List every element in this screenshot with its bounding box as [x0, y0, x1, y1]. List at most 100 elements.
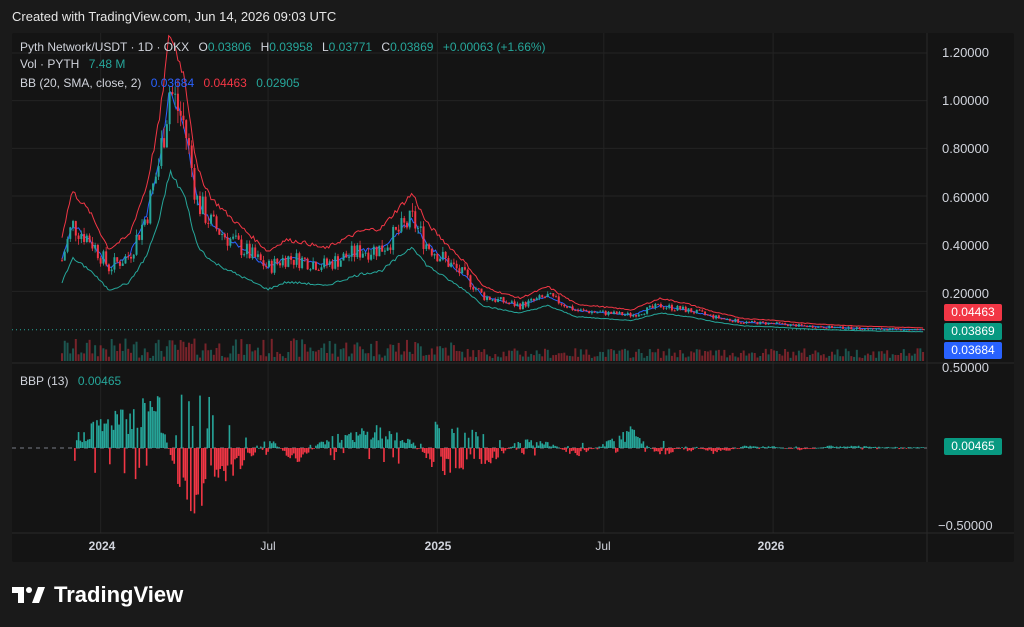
bbp-bar: [473, 448, 475, 459]
volume-bar: [748, 353, 751, 361]
volume-bar: [855, 349, 858, 361]
volume-bar: [441, 348, 444, 361]
change-value: +0.00063 (+1.66%): [442, 40, 546, 54]
volume-bar: [864, 355, 867, 361]
volume-bar: [290, 340, 293, 361]
candle-body: [386, 247, 389, 251]
candle-body: [726, 318, 729, 320]
bbp-bar: [414, 445, 417, 448]
volume-bar: [331, 353, 334, 361]
x-tick-2024: 2024: [88, 539, 116, 553]
bbp-bar: [653, 448, 656, 452]
volume-bar: [116, 350, 119, 361]
candle-body: [132, 254, 135, 259]
bbp-bar: [331, 436, 334, 448]
volume-bar: [839, 356, 842, 361]
bbp-bar: [467, 437, 470, 448]
candle-body: [102, 251, 105, 264]
candle-body: [408, 210, 411, 228]
bbp-bar: [751, 446, 753, 448]
volume-bar: [621, 349, 624, 361]
bbp-bar: [648, 447, 650, 448]
volume-label[interactable]: Vol · PYTH: [20, 57, 80, 71]
volume-bar: [519, 354, 522, 361]
candle-body: [555, 296, 558, 298]
volume-bar: [317, 349, 320, 361]
bbp-bar: [848, 446, 851, 448]
bbp-bar: [760, 447, 762, 449]
bbp-bar: [690, 448, 693, 452]
volume-bar: [695, 349, 698, 361]
bbp-bar: [136, 427, 139, 448]
volume-bar: [168, 340, 171, 361]
bb-label[interactable]: BB (20, SMA, close, 2): [20, 76, 142, 90]
bbp-bar: [602, 444, 604, 448]
candle-body: [480, 288, 483, 293]
bbp-bar: [189, 448, 192, 512]
bbp-bar: [488, 448, 490, 463]
bbp-bar: [362, 430, 365, 448]
bbp-bar: [228, 425, 231, 448]
bbp-bar: [276, 446, 279, 448]
volume-bar: [635, 351, 638, 361]
bbp-label[interactable]: BBP (13): [20, 374, 69, 388]
volume-bar: [237, 353, 240, 361]
bbp-tick: −0.50000: [938, 518, 993, 533]
volume-bar: [739, 352, 742, 361]
bbp-bar: [335, 448, 337, 453]
volume-bar: [577, 356, 580, 361]
bbp-bar: [587, 448, 590, 451]
volume-bar: [267, 353, 270, 361]
volume-bar: [325, 352, 328, 361]
bbp-bar: [808, 448, 810, 449]
bbp-bar: [156, 396, 159, 448]
candle-body: [624, 314, 627, 316]
volume-bar: [381, 357, 384, 361]
volume-bar: [265, 356, 268, 361]
bbp-bar: [747, 446, 750, 448]
bbp-bar: [743, 445, 746, 448]
candle-body: [742, 322, 745, 324]
bbp-bar: [863, 446, 866, 448]
bbp-bar: [822, 447, 825, 448]
volume-bar: [615, 353, 618, 361]
bbp-bar: [230, 448, 233, 465]
volume-bar: [530, 353, 533, 361]
bbp-bar: [239, 448, 242, 470]
candle-body: [176, 93, 179, 111]
candle-body: [110, 269, 113, 272]
volume-bar: [610, 348, 613, 361]
bbp-bar: [291, 448, 293, 456]
bbp-bar: [418, 448, 420, 449]
bbp-bar: [782, 447, 785, 449]
candle-body: [74, 221, 77, 236]
candle-body: [138, 234, 141, 240]
bbp-bar: [149, 401, 152, 448]
bbp-bar: [370, 439, 372, 448]
bbp-bar: [469, 448, 472, 455]
chart-canvas[interactable]: [12, 33, 1014, 562]
volume-bar: [157, 339, 160, 361]
bbp-bar: [627, 431, 630, 448]
volume-bar: [811, 353, 814, 361]
symbol-label[interactable]: Pyth Network/USDT · 1D · OKX: [20, 40, 190, 54]
volume-bar: [77, 354, 80, 361]
candle-body: [693, 312, 696, 314]
candle-body: [135, 234, 138, 255]
candle-body: [593, 311, 596, 313]
bbp-bar: [357, 435, 360, 448]
bbp-bar: [121, 409, 124, 448]
candle-body: [861, 329, 864, 331]
volume-bar: [328, 341, 331, 361]
candle-body: [77, 235, 80, 239]
candle-body: [66, 238, 69, 252]
bbp-bar: [408, 439, 411, 448]
bbp-bar: [635, 436, 637, 448]
bbp-bar: [489, 448, 492, 464]
volume-bar: [378, 354, 381, 361]
bbp-bar: [833, 447, 836, 448]
bbp-bar: [749, 445, 751, 448]
tradingview-brand[interactable]: TradingView: [12, 582, 183, 608]
volume-bar: [618, 350, 621, 361]
candle-body: [201, 196, 204, 215]
